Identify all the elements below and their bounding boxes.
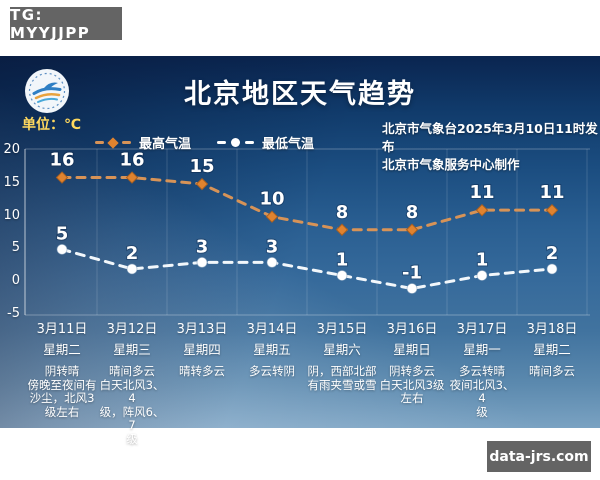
max-temp-value: 16	[49, 150, 74, 171]
min-temp-line	[60, 247, 554, 291]
forecast-column: 3月17日星期一多云转晴 夜间北风3、4 级	[447, 322, 517, 419]
max-temp-point	[55, 171, 69, 184]
forecast-column: 3月15日星期六阴，西部北部 有雨夹雪或雪	[307, 322, 377, 392]
forecast-weekday: 星期二	[533, 342, 571, 357]
max-temp-value: 8	[406, 202, 419, 223]
min-temp-value: 3	[196, 236, 209, 257]
min-temp-value: 2	[126, 243, 139, 264]
min-temp-point	[546, 263, 558, 275]
min-temp-dash-icon	[217, 141, 227, 144]
forecast-weekday: 星期五	[253, 342, 291, 357]
weather-bureau-logo-icon	[25, 69, 69, 113]
legend-item-min-temp: 最低气温	[217, 133, 314, 152]
min-temp-value: -1	[402, 263, 422, 284]
temperature-trend-chart: 16 16 15 10 8 8 11 11 5 2 3 3 1 -1 1 2	[24, 148, 590, 316]
min-temp-value: 3	[266, 236, 279, 257]
min-temp-value: 2	[546, 243, 559, 264]
min-temp-value: 1	[336, 249, 349, 270]
min-temp-point	[476, 270, 488, 281]
forecast-description: 阴转晴 傍晚至夜间有 沙尘，北风3 级左右	[27, 364, 97, 419]
legend-min-label: 最低气温	[262, 137, 315, 152]
forecast-weekday: 星期二	[43, 342, 81, 357]
watermark-site-badge: data-jrs.com	[487, 441, 591, 472]
max-temp-point	[405, 223, 419, 236]
forecast-date: 3月15日	[316, 322, 368, 337]
forecast-weekday: 星期三	[113, 342, 151, 357]
weather-chart-panel: 16 16 15 10 8 8 11 11 5 2 3 3 1 -1 1 2 北京地区天气趋势 单位：℃ 最高…	[0, 56, 600, 445]
y-axis-tick: 5	[11, 240, 20, 256]
legend-max-label: 最高气温	[139, 137, 192, 152]
forecast-description: 阴，西部北部 有雨夹雪或雪	[307, 364, 377, 392]
forecast-date: 3月18日	[526, 322, 578, 337]
forecast-date: 3月17日	[456, 322, 508, 337]
y-axis-tick: 0	[11, 273, 20, 288]
max-temp-value: 11	[539, 182, 564, 203]
forecast-weekday: 星期六	[323, 342, 361, 357]
min-temp-circle-icon	[231, 138, 241, 147]
forecast-description: 多云转晴 夜间北风3、4 级	[449, 364, 515, 419]
issuer-line: 北京市气象服务中心制作	[382, 157, 520, 172]
min-temp-point	[336, 270, 348, 281]
max-temp-point	[475, 203, 489, 217]
max-temp-value: 10	[259, 189, 284, 210]
forecast-column: 3月16日星期日阴转多云 白天北风3级 左右	[377, 322, 447, 406]
forecast-column: 3月14日星期五多云转阴	[237, 322, 307, 379]
forecast-description: 阴转多云 白天北风3级 左右	[379, 364, 445, 405]
max-temp-point	[335, 223, 349, 236]
max-temp-value: 11	[469, 182, 494, 203]
forecast-weekday: 星期一	[463, 342, 501, 357]
min-temp-value: 5	[56, 223, 69, 244]
forecast-date: 3月11日	[36, 322, 88, 337]
y-axis-tick: 20	[3, 142, 20, 158]
y-axis-tick: -5	[7, 305, 20, 321]
min-temp-point	[196, 257, 208, 268]
min-temp-point	[56, 243, 68, 255]
max-temp-value: 8	[336, 202, 349, 223]
forecast-column: 3月18日星期二晴间多云	[517, 322, 587, 379]
forecast-date: 3月14日	[246, 322, 298, 337]
forecast-column: 3月11日星期二阴转晴 傍晚至夜间有 沙尘，北风3 级左右	[27, 322, 97, 419]
page-title: 北京地区天气趋势	[184, 79, 416, 110]
max-temp-diamond-icon	[107, 136, 119, 149]
forecast-description: 多云转阴	[249, 364, 295, 378]
max-temp-line	[60, 176, 554, 232]
max-temp-value: 15	[189, 156, 214, 177]
min-temp-dash-icon	[245, 141, 255, 144]
max-temp-value: 16	[119, 150, 144, 171]
max-temp-dash-icon	[122, 141, 131, 144]
watermark-tg-badge: TG: MYYJJPP	[10, 6, 122, 42]
forecast-column: 3月13日星期四晴转多云	[167, 322, 237, 379]
forecast-date: 3月16日	[386, 322, 438, 337]
max-temp-point	[265, 210, 279, 223]
chart-legend: 最高气温 最低气温	[95, 133, 314, 152]
forecast-date: 3月13日	[176, 322, 228, 337]
forecast-column: 3月12日星期三晴间多云 白天北风3、4 级，阵风6、7 级	[97, 322, 167, 446]
min-temp-point	[266, 257, 278, 268]
min-temp-point	[406, 283, 418, 294]
forecast-description: 晴间多云	[529, 364, 575, 378]
y-axis-tick: 10	[3, 207, 20, 223]
max-temp-dash-icon	[95, 141, 104, 144]
y-axis-tick: 15	[3, 175, 20, 191]
forecast-weekday: 星期日	[393, 342, 431, 357]
min-temp-value: 1	[476, 249, 489, 270]
max-temp-point	[545, 203, 559, 217]
legend-item-max-temp: 最高气温	[95, 133, 191, 152]
forecast-weekday: 星期四	[183, 342, 221, 357]
forecast-date: 3月12日	[106, 322, 158, 337]
max-temp-point	[195, 177, 209, 191]
max-temp-point	[125, 171, 139, 184]
min-temp-point	[126, 263, 138, 275]
forecast-description: 晴转多云	[179, 364, 225, 378]
issuer-line: 北京市气象台2025年3月10日11时发布	[382, 121, 598, 154]
forecast-description: 晴间多云 白天北风3、4 级，阵风6、7 级	[99, 364, 165, 446]
unit-label: 单位：℃	[22, 117, 81, 133]
issuer-info: 北京市气象台2025年3月10日11时发布 北京市气象服务中心制作	[382, 120, 600, 174]
